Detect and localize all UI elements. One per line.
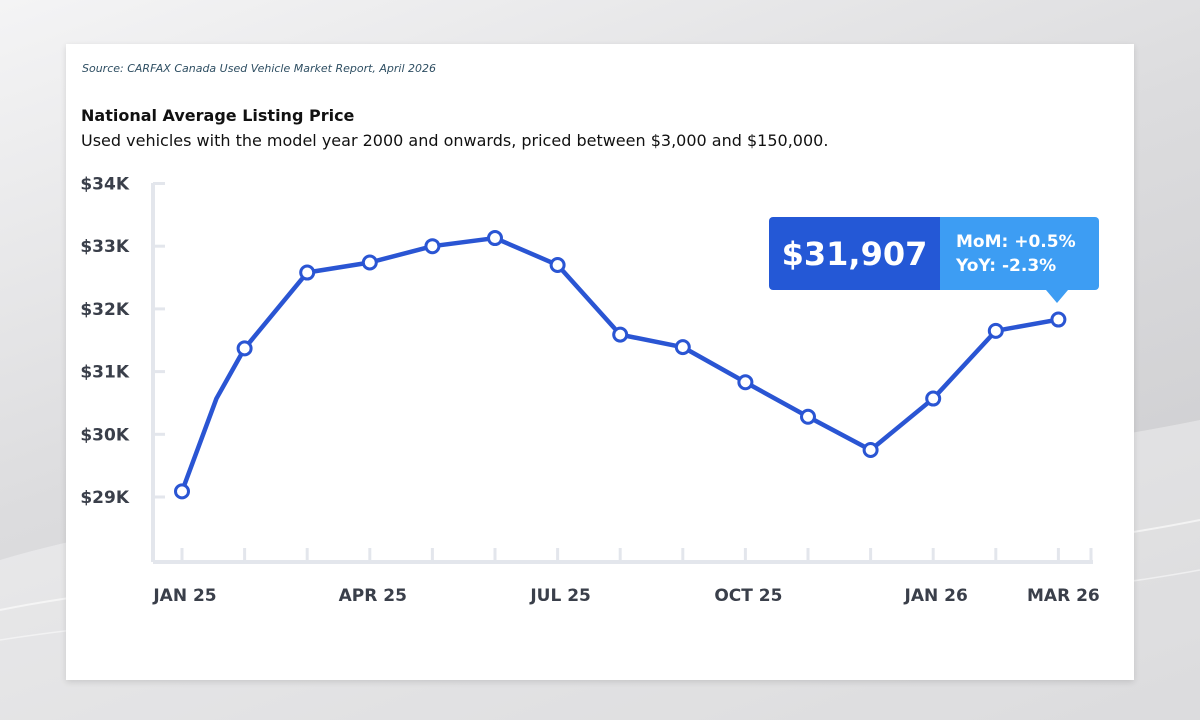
chart-subtitle: Used vehicles with the model year 2000 a… [81,131,829,150]
data-point [800,408,816,425]
data-point [862,441,879,458]
callout-price: $31,907 [769,217,940,290]
x-tick-label: JAN 25 [152,586,216,606]
callout-stats: MoM: +0.5% YoY: -2.3% [940,217,1099,290]
data-point [674,339,691,356]
callout-mom: MoM: +0.5% [956,232,1076,252]
x-tick-label: MAR 26 [1027,586,1100,606]
y-tick-label: $30K [80,425,129,445]
data-point [549,257,566,274]
chart-card: Source: CARFAX Canada Used Vehicle Marke… [66,44,1134,680]
data-point [1050,311,1067,328]
data-point [299,264,316,281]
data-point [424,238,441,255]
data-point [987,322,1004,339]
x-tick-label: APR 25 [339,586,407,606]
callout-yoy: YoY: -2.3% [956,256,1057,276]
data-point [612,326,629,343]
y-tick-label: $32K [80,300,129,320]
y-tick-label: $29K [80,488,129,508]
data-point [487,230,503,247]
y-tick-label: $31K [80,363,129,383]
y-tick-label: $34K [80,175,129,195]
chart-title: National Average Listing Price [81,106,355,125]
data-point [236,340,253,357]
data-point [174,483,190,500]
data-point [737,374,754,391]
series-line [179,235,1061,494]
y-tick-label: $33K [80,237,129,257]
x-tick-label: JAN 26 [904,586,968,606]
price-callout: $31,907 MoM: +0.5% YoY: -2.3% [769,217,1099,303]
x-tick-label: OCT 25 [714,586,782,606]
x-tick-label: JUL 25 [529,586,591,606]
source-note: Source: CARFAX Canada Used Vehicle Marke… [82,62,437,75]
callout-pointer [1046,290,1068,303]
data-point [361,254,378,271]
line-chart: $29K $30K $31K $32K $33K $34K JAN 25 APR 25 JUL … [80,175,1100,607]
data-point [925,390,942,407]
